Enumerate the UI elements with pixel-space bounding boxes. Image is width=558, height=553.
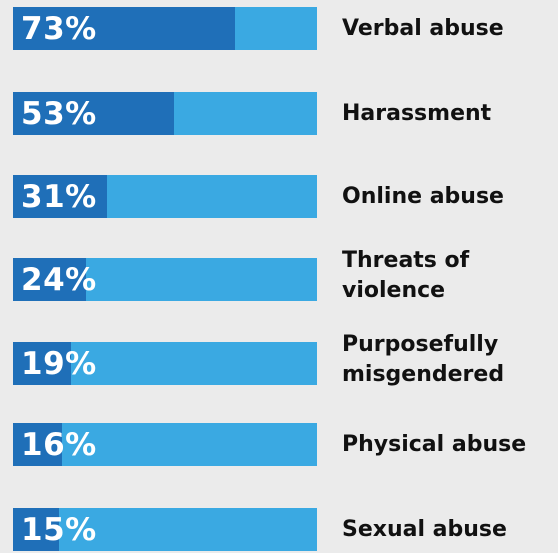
bar-row: 16% Physical abuse bbox=[0, 423, 558, 466]
bar-row: 15% Sexual abuse bbox=[0, 508, 558, 551]
bar-category-label: Physical abuse bbox=[342, 432, 527, 457]
bar-track: 19% bbox=[13, 342, 317, 385]
bar-row: 53% Harassment bbox=[0, 92, 558, 135]
bar-row: 24% Threats of violence bbox=[0, 248, 558, 303]
bar-track: 53% bbox=[13, 92, 317, 135]
bar-value-label: 19% bbox=[21, 346, 97, 382]
bar-value-label: 15% bbox=[21, 512, 97, 548]
bar-value-label: 16% bbox=[21, 427, 97, 463]
bar-value-label: 31% bbox=[21, 179, 97, 215]
bar-track: 15% bbox=[13, 508, 317, 551]
bar-fill bbox=[13, 258, 86, 301]
bar-fill bbox=[13, 342, 71, 385]
bar-value-label: 53% bbox=[21, 96, 97, 132]
bar-track: 16% bbox=[13, 423, 317, 466]
bar-fill bbox=[13, 175, 107, 218]
bar-category-label: Verbal abuse bbox=[342, 16, 504, 41]
bar-row: 19% Purposefully misgendered bbox=[0, 332, 558, 387]
bar-value-label: 73% bbox=[21, 11, 97, 47]
bar-row: 31% Online abuse bbox=[0, 175, 558, 218]
bar-category-label: Threats of violence bbox=[342, 248, 470, 303]
bar-category-label: Purposefully misgendered bbox=[342, 332, 505, 387]
bar-fill bbox=[13, 508, 59, 551]
bar-fill bbox=[13, 423, 62, 466]
bar-fill bbox=[13, 92, 174, 135]
bar-value-label: 24% bbox=[21, 262, 97, 298]
bar-track: 24% bbox=[13, 258, 317, 301]
bar-track: 31% bbox=[13, 175, 317, 218]
bar-fill bbox=[13, 7, 235, 50]
bar-category-label: Sexual abuse bbox=[342, 517, 507, 542]
bar-category-label: Harassment bbox=[342, 101, 492, 126]
bar-track: 73% bbox=[13, 7, 317, 50]
bar-category-label: Online abuse bbox=[342, 184, 504, 209]
bar-row: 73% Verbal abuse bbox=[0, 7, 558, 50]
